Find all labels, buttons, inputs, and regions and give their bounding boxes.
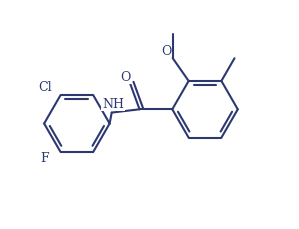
Text: O: O	[120, 71, 131, 84]
Text: O: O	[120, 71, 131, 84]
Text: NH: NH	[102, 98, 124, 110]
Text: NH: NH	[102, 98, 124, 110]
Text: F: F	[41, 151, 49, 164]
Text: O: O	[161, 44, 172, 57]
Text: Cl: Cl	[38, 80, 52, 93]
Text: O: O	[161, 44, 172, 57]
